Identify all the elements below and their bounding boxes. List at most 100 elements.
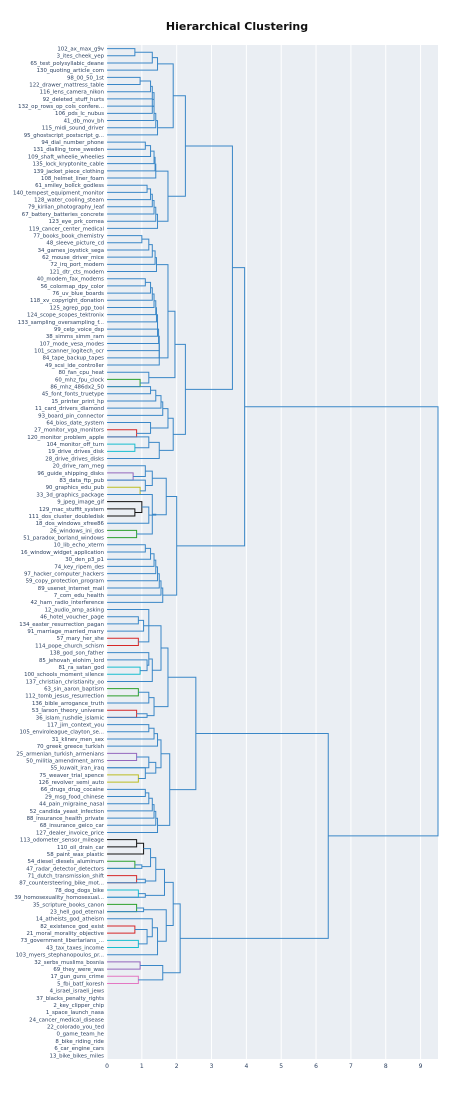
leaf-label: 129_mac_stuffit_system	[39, 507, 104, 513]
leaf-label: 82_existence_god_exist	[40, 924, 104, 930]
dendrogram-link	[167, 676, 197, 791]
dendrogram-link	[107, 92, 155, 107]
leaf-label: 86_mhz_486dx2_50	[50, 384, 104, 390]
leaf-label: 92_deleted_stuff_hurts	[43, 97, 105, 103]
x-tick-label: 8	[384, 1063, 388, 1070]
dendrogram-link	[162, 495, 178, 596]
x-tick-label: 6	[314, 1063, 318, 1070]
leaf-label: 113_odometer_sensor_mileage	[20, 838, 105, 844]
dendrogram-link	[107, 335, 160, 352]
dendrogram-link	[107, 733, 159, 747]
leaf-label: 52_candida_yeast_infection	[30, 809, 104, 815]
dendrogram-link	[107, 184, 148, 193]
leaf-label: 93_board_pin_connector	[38, 413, 105, 419]
leaf-label: 66_drugs_drug_cocaine	[41, 787, 105, 793]
leaf-label: 35_scripture_books_canon	[33, 902, 104, 908]
leaf-label: 99_celp_voice_dsp	[54, 327, 105, 333]
leaf-label: 30_den_p3_p1	[65, 557, 104, 563]
leaf-label: 62_mouse_driver_mice	[42, 255, 105, 261]
leaf-label: 137_christian_christianity_oo	[26, 679, 104, 685]
leaf-label: 67_battery_batteries_concrete	[22, 212, 105, 218]
leaf-label: 135_lock_kryptonite_cable	[33, 162, 105, 168]
leaf-label: 71_dutch_transmission_shift	[28, 874, 104, 880]
leaf-label: 39_homosexuality_homosexual...	[14, 895, 104, 901]
leaf-label: 130_quoting_article_com	[37, 68, 104, 74]
dendrogram-link	[134, 929, 148, 945]
leaf-label: 7_com_edu_health	[54, 593, 104, 599]
leaf-label: 58_paint_wax_plastic	[47, 852, 104, 858]
leaf-label: 73_government_libertarians_...	[20, 938, 104, 944]
leaf-label: 74_key_ripem_des	[54, 564, 104, 570]
leaf-label: 36_islam_rushdie_islamic	[36, 715, 104, 721]
leaf-label: 80_fan_cpu_heat	[58, 370, 104, 376]
leaf-label: 91_marriage_married_marry	[27, 629, 104, 635]
leaf-label: 17_gun_guns_crime	[50, 974, 104, 980]
leaf-label: 21_moral_morality_objective	[27, 931, 105, 937]
leaf-label: 8_bike_riding_ride	[55, 1039, 104, 1045]
leaf-label: 2_key_clipper_chip	[53, 1003, 104, 1009]
leaf-label: 22_colorado_you_ted	[47, 1025, 104, 1031]
leaf-label: 95_ghostscript_postscript_g...	[24, 133, 105, 139]
leaf-label: 68_insurance_geico_car	[40, 823, 105, 829]
leaf-label: 38_simms_simm_ram	[46, 334, 104, 340]
leaf-label: 112_tomb_jesus_resurrection	[25, 694, 104, 700]
leaf-label: 61_smiley_bollck_godless	[35, 183, 104, 189]
leaf-label: 136_bible_arrogance_truth	[32, 701, 104, 707]
leaf-label: 106_pds_lc_nubus	[55, 111, 104, 117]
leaf-label: 13_bike_bikes_miles	[50, 1053, 105, 1059]
dendrogram-link	[107, 321, 159, 337]
leaf-label: 98_00_50_1st	[67, 75, 104, 81]
leaf-label: 100_schools_moment_silence	[24, 672, 105, 678]
dendrogram-link	[107, 395, 162, 409]
leaf-label: 11_card_drivers_diamond	[35, 406, 104, 412]
leaf-label: 55_kuwait_iran_iraq	[50, 766, 104, 772]
dendrogram-link	[180, 732, 329, 939]
leaf-label: 87_countersteering_bike_mot...	[19, 881, 104, 887]
dendrogram-link	[107, 120, 159, 136]
dendrogram-link	[107, 817, 159, 833]
dendrogram-link	[145, 868, 165, 896]
leaf-label: 37_blacks_penalty_rights	[36, 996, 104, 1002]
leaf-label: 128_water_cooling_steam	[34, 198, 104, 204]
dendrogram-link	[107, 479, 146, 492]
x-tick-label: 9	[419, 1063, 423, 1070]
leaf-label: 123_eye_prk_cornea	[49, 219, 104, 225]
dendrogram-link	[107, 893, 146, 898]
leaf-label: 118_xv_copyright_donation	[30, 298, 104, 304]
leaf-label: 28_drive_drives_disks	[45, 456, 104, 462]
leaf-label: 48_sleeve_picture_cd	[46, 241, 104, 247]
dendrogram-link	[107, 278, 146, 287]
leaf-label: 18_dos_windows_xfree86	[36, 521, 105, 527]
leaf-label: 49_scsi_ide_controller	[45, 363, 105, 369]
dendrogram-link	[244, 406, 439, 837]
leaf-label: 97_hacker_computer_hackers	[24, 571, 104, 577]
dendrogram-link	[107, 619, 145, 632]
leaf-label: 3_ites_cheek_yep	[57, 54, 105, 60]
chart-title: Hierarchical Clustering	[166, 20, 308, 33]
dendrogram-link	[107, 501, 143, 513]
dendrogram-link	[107, 566, 159, 582]
leaf-label: 12_audio_amp_asking	[45, 607, 104, 613]
leaf-label: 14_atheists_god_atheism	[36, 917, 104, 923]
dendrogram-link	[176, 267, 246, 547]
x-tick-label: 3	[210, 1063, 214, 1070]
leaf-label: 72_irq_port_modem	[50, 262, 104, 268]
leaf-label: 125_agrep_pgp_tool	[50, 305, 104, 311]
leaf-label: 104_monitor_off_turn	[46, 442, 104, 448]
leaf-label: 119_cancer_center_medical	[29, 226, 104, 232]
dendrogram-link	[152, 625, 162, 671]
leaf-label: 114_pope_church_schism	[35, 643, 104, 649]
leaf-label: 57_mary_her_she	[57, 636, 105, 642]
leaf-label: 94_dial_number_phone	[41, 140, 104, 146]
dendrogram-link	[162, 903, 181, 974]
leaf-label: 33_3d_graphics_package	[36, 492, 104, 498]
leaf-label: 138_god_son_father	[50, 651, 105, 657]
leaf-label: 102_ax_max_g9v	[57, 46, 104, 52]
dendrogram-link	[107, 864, 143, 869]
dendrogram-link	[107, 907, 145, 913]
leaf-label: 26_windows_ini_dos	[50, 528, 104, 534]
leaf-label: 78_dog_dogs_bike	[55, 888, 105, 894]
dendrogram-link	[107, 788, 146, 798]
x-tick-label: 1	[140, 1063, 144, 1070]
dendrogram-link	[107, 659, 148, 672]
